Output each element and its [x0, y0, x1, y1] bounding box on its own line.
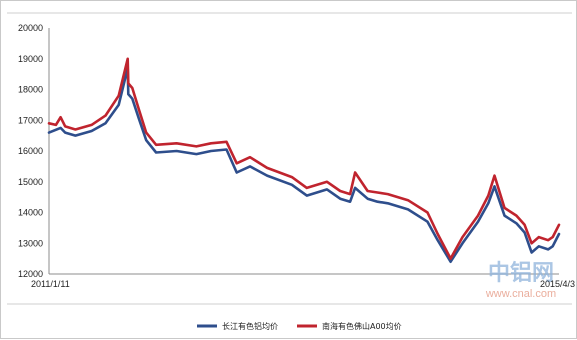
y-tick-label: 16000	[18, 146, 43, 156]
series-line-1	[47, 66, 561, 264]
legend-label-series-2: 南海有色佛山A00均价	[322, 321, 402, 331]
y-tick-label: 19000	[18, 54, 43, 64]
y-tick-label: 13000	[18, 238, 43, 248]
series-layer	[47, 57, 561, 264]
legend-label-series-1: 长江有色铝均价	[222, 321, 278, 331]
y-tick-label: 20000	[18, 23, 43, 33]
watermark-url: www.cnal.com	[485, 288, 556, 300]
y-tick-label: 17000	[18, 115, 43, 125]
y-tick-label: 18000	[18, 85, 43, 95]
y-tick-labels: 12000 13000 14000 15000 16000 17000 18000 19000…	[18, 23, 43, 279]
y-tick-label: 15000	[18, 177, 43, 187]
legend: 长江有色铝均价 南海有色佛山A00均价	[197, 321, 402, 331]
watermark-logo: 中铝网	[488, 260, 554, 286]
x-end-label: 2015/4/3	[540, 279, 575, 289]
x-start-label: 2011/1/11	[31, 279, 70, 289]
y-tick-label: 14000	[18, 208, 43, 218]
y-tick-label: 12000	[18, 269, 43, 279]
series-line-2	[47, 57, 561, 260]
